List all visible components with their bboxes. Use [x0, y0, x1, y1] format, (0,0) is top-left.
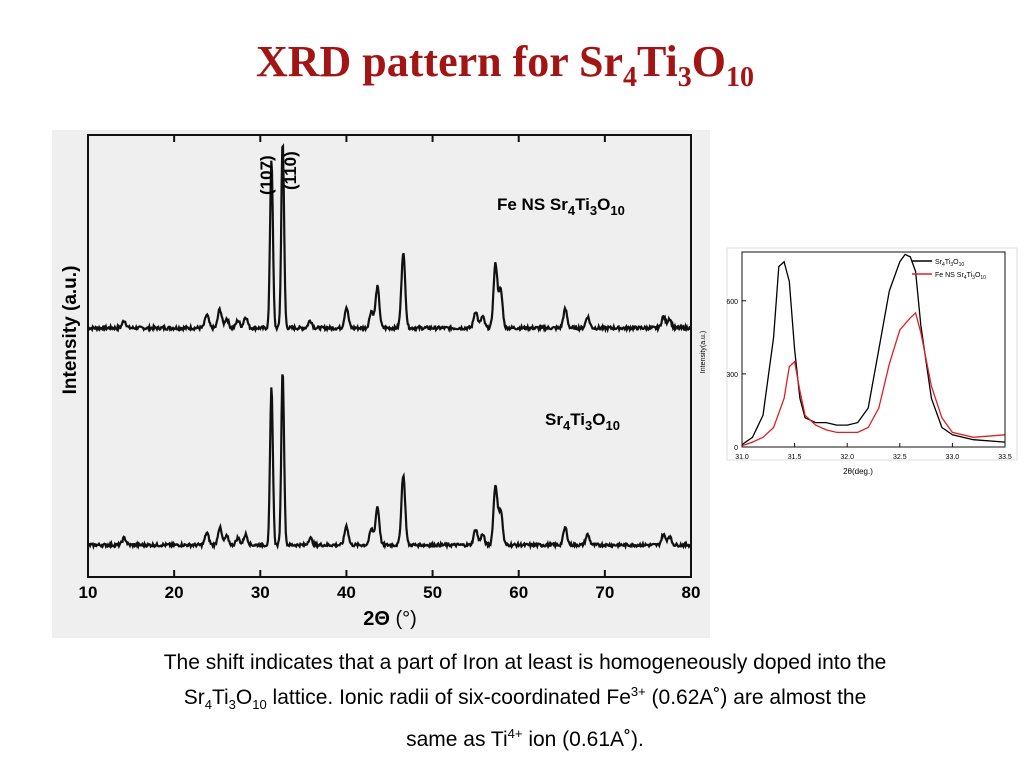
caption-line-2: Sr4Ti3O10 lattice. Ionic radii of six-co…	[183, 684, 867, 713]
inset-legend-label-sr4ti3o10: Sr4Ti3O10	[935, 259, 964, 268]
inset-x-tick-label: 31.0	[735, 454, 749, 461]
inset-x-axis-label: 2θ(deg.)	[843, 467, 873, 476]
inset-x-tick-label: 31.5	[788, 454, 802, 461]
inset-x-tick-label: 33.0	[946, 454, 960, 461]
xrd-series-fe-ns-sr4ti3o10	[87, 143, 692, 334]
main-x-tick-label: 80	[682, 583, 701, 602]
inset-series-fe-ns-sr4ti3o10	[741, 311, 1006, 447]
series-label-sr4ti3o10: Sr4Ti3O10	[545, 410, 620, 433]
series-label-fe-ns: Fe NS Sr4Ti3O10	[497, 195, 625, 218]
inset-y-tick-label: 600	[726, 299, 738, 306]
peak-label-110: (110)	[281, 151, 300, 190]
inset-y-axis-label: Intensity(a.u.)	[700, 331, 707, 373]
slide-caption: The shift indicates that a part of Iron …	[60, 648, 990, 754]
slide-title: XRD pattern for Sr4Ti3O10	[255, 37, 755, 93]
caption-line-1: The shift indicates that a part of Iron …	[163, 651, 887, 674]
main-x-tick-label: 70	[595, 583, 614, 602]
main-x-tick-label: 10	[79, 583, 98, 602]
inset-x-tick-label: 33.5	[998, 454, 1012, 461]
main-x-tick-label: 50	[423, 583, 442, 602]
main-x-tick-label: 60	[509, 583, 528, 602]
inset-background	[726, 247, 1018, 461]
inset-x-tick-label: 32.0	[840, 454, 854, 461]
main-chart-background	[52, 130, 710, 638]
inset-y-tick-label: 300	[726, 372, 738, 379]
inset-legend-label-fe-ns: Fe NS Sr4Ti3O10	[935, 272, 986, 281]
inset-plot-frame	[741, 251, 1006, 448]
main-y-axis-label: Intensity (a.u.)	[60, 266, 81, 395]
inset-x-tick-label: 32.5	[893, 454, 907, 461]
main-plot-frame	[87, 134, 692, 578]
caption-line-3: same as Ti4+ ion (0.61A˚).	[406, 726, 644, 752]
peak-label-107: (107)	[257, 155, 276, 195]
main-x-tick-label: 40	[337, 583, 356, 602]
xrd-series-sr4ti3o10	[86, 374, 692, 551]
inset-y-tick-label: 0	[734, 445, 738, 452]
main-x-axis-label: 2Θ (°)	[363, 608, 417, 630]
main-x-tick-label: 30	[251, 583, 270, 602]
main-x-tick-label: 20	[165, 583, 184, 602]
